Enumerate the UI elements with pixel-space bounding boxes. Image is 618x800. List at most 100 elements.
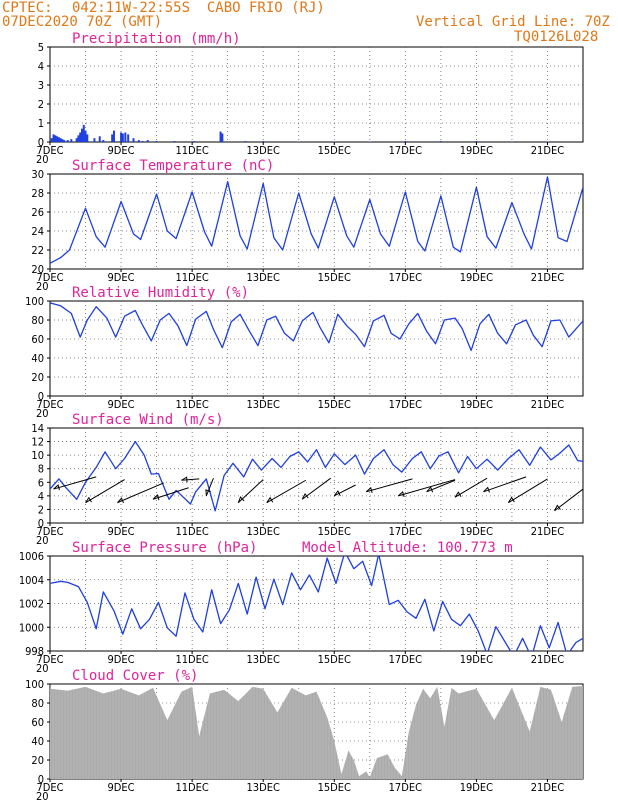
- y-tick-label: 100: [25, 295, 44, 308]
- y-tick-label: 1006: [19, 550, 44, 563]
- wind-arrowhead: [483, 486, 490, 493]
- x-tick-label: 7DEC: [36, 398, 63, 411]
- precip-bar: [137, 140, 140, 142]
- wind-arrowhead: [117, 497, 124, 504]
- precip-bar: [192, 141, 195, 142]
- y-tick-label: 30: [31, 168, 44, 181]
- panel-title: Surface Temperature (nC): [72, 158, 274, 174]
- y-tick-label: 20: [31, 754, 44, 767]
- wind-barbs: [53, 476, 584, 512]
- precip-bar: [84, 130, 87, 142]
- precip-bar: [120, 132, 123, 142]
- wind-arrow: [334, 484, 356, 497]
- x-tick-label: 9DEC: [108, 525, 135, 538]
- panel-title: Surface Pressure (hPa): [72, 540, 257, 556]
- y-tick-label: 998: [25, 645, 44, 658]
- wind-line: [50, 440, 583, 512]
- x-tick-label: 7DEC: [36, 525, 63, 538]
- series-pressure: [50, 556, 583, 651]
- precip-bar: [146, 140, 149, 142]
- x-tick-label: 7DEC: [36, 271, 63, 284]
- precip-bar: [75, 138, 78, 142]
- x-tick-label: 19DEC: [460, 271, 493, 284]
- panel-title: Surface Wind (m/s): [72, 412, 224, 428]
- wind-arrowhead: [266, 496, 274, 503]
- x-tick-sublabel: 20: [36, 407, 49, 420]
- precip-bar: [80, 128, 83, 142]
- precip-bar: [63, 140, 66, 142]
- y-tick-label: 5: [38, 41, 44, 54]
- precip-bar: [127, 134, 130, 142]
- panel-frame: [49, 46, 584, 143]
- wind-arrow: [181, 478, 200, 481]
- wind-arrow: [85, 479, 125, 504]
- precip-bar: [221, 133, 224, 142]
- series-precip: [50, 124, 549, 142]
- wind-arrowhead: [365, 486, 373, 493]
- x-tick-label: 17DEC: [389, 525, 422, 538]
- precip-bar: [112, 130, 115, 142]
- wind-arrow: [117, 482, 164, 504]
- x-tick-label: 17DEC: [389, 781, 422, 794]
- y-tick-label: 4: [38, 60, 44, 73]
- wind-arrow: [266, 479, 307, 504]
- precip-bar: [82, 124, 85, 142]
- x-tick-label: 13DEC: [247, 271, 280, 284]
- y-tick-label: 0: [38, 390, 44, 403]
- wind-arrow: [366, 478, 413, 493]
- x-tick-label: 19DEC: [460, 653, 493, 666]
- panel-title: Relative Humidity (%): [72, 285, 249, 301]
- wind-arrow: [53, 476, 97, 490]
- wind-arrowhead: [85, 496, 92, 503]
- x-tick-label: 11DEC: [175, 525, 208, 538]
- y-tick-label: 24: [31, 225, 44, 238]
- wind-arrow: [483, 476, 527, 493]
- wind-arrow: [454, 477, 488, 498]
- x-tick-label: 17DEC: [389, 144, 422, 157]
- x-tick-label: 15DEC: [318, 271, 351, 284]
- x-tick-label: 21DEC: [531, 144, 564, 157]
- x-tick-label: 9DEC: [108, 398, 135, 411]
- x-tick-label: 13DEC: [247, 653, 280, 666]
- precip-bar: [404, 141, 407, 142]
- x-tick-label: 11DEC: [175, 781, 208, 794]
- precip-bar: [121, 133, 124, 142]
- panel-cloud: 0 20 40 60 80 100 7DEC 9DEC 11DEC 13DEC 15DEC 17DEC…: [25, 668, 584, 800]
- precip-bar: [93, 138, 96, 142]
- x-tick-label: 19DEC: [460, 525, 493, 538]
- precip-bar: [57, 137, 60, 142]
- x-tick-label: 9DEC: [108, 271, 135, 284]
- wind-arrowhead: [205, 489, 211, 496]
- x-tick-sublabel: 20: [36, 153, 49, 166]
- x-tick-label: 19DEC: [460, 398, 493, 411]
- precip-bar: [98, 136, 101, 142]
- x-tick-label: 15DEC: [318, 525, 351, 538]
- x-tick-label: 15DEC: [318, 398, 351, 411]
- y-tick-label: 80: [31, 697, 44, 710]
- x-tick-label: 15DEC: [318, 144, 351, 157]
- wind-arrow: [508, 478, 548, 504]
- precip-bar: [102, 140, 105, 142]
- x-tick-label: 11DEC: [175, 653, 208, 666]
- wind-arrow: [205, 478, 214, 497]
- precip-bar: [439, 141, 442, 142]
- cloud-area: [50, 685, 583, 779]
- y-tick-label: 20: [31, 263, 44, 276]
- wind-arrowhead: [554, 504, 561, 512]
- panel-pressure: 998 1000 1002 1004 1006 7DEC 9DEC 11DEC 13DEC 15D…: [19, 540, 584, 675]
- panel-precip: 0 1 2 3 4 5 7DEC 9DEC 11DEC 13DEC 15DEC 17DEC 19DEC 2…: [36, 31, 584, 166]
- wind-arrowhead: [426, 486, 434, 493]
- panel-frame: [49, 555, 584, 652]
- y-tick-label: 12: [31, 436, 44, 449]
- wind-arrowhead: [237, 496, 245, 503]
- x-tick-label: 17DEC: [389, 271, 422, 284]
- x-tick-label: 21DEC: [531, 781, 564, 794]
- x-tick-label: 21DEC: [531, 398, 564, 411]
- x-tick-label: 21DEC: [531, 653, 564, 666]
- precip-bar: [368, 141, 371, 142]
- y-tick-label: 22: [31, 244, 44, 257]
- x-tick-label: 13DEC: [247, 398, 280, 411]
- series-rh: [50, 302, 583, 352]
